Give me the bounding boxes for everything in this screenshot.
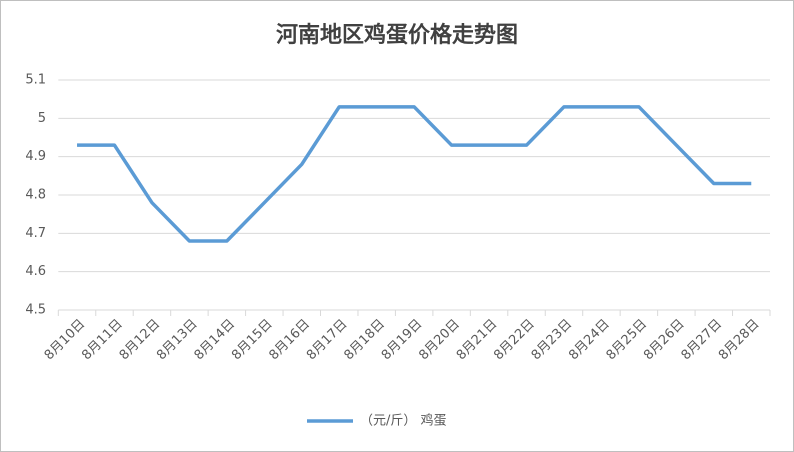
- chart-title: 河南地区鸡蛋价格走势图: [276, 22, 518, 48]
- y-tick-label: 4.9: [25, 149, 46, 164]
- y-tick-label: 4.7: [25, 226, 46, 241]
- y-tick-label: 4.8: [25, 188, 46, 203]
- legend-label: （元/斤） 鸡蛋: [360, 413, 447, 429]
- y-tick-label: 4.6: [25, 264, 46, 279]
- y-tick-label: 5.1: [25, 73, 46, 88]
- data-line: [77, 105, 752, 243]
- y-tick-label: 5: [38, 111, 46, 126]
- y-tick-label: 4.5: [25, 303, 46, 318]
